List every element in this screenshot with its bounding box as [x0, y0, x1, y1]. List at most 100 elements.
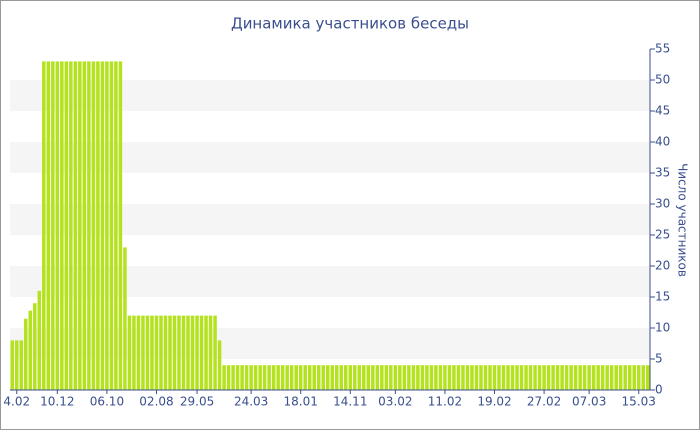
bar: [19, 340, 24, 390]
bar: [235, 365, 240, 390]
bar: [641, 365, 645, 390]
bar: [438, 365, 443, 390]
bar: [51, 61, 55, 391]
bar: [632, 365, 636, 390]
bar: [551, 365, 555, 390]
bar: [159, 315, 163, 390]
bar: [253, 365, 258, 390]
x-tick-label: 14.11: [333, 395, 367, 409]
bar: [479, 365, 483, 390]
bar: [204, 315, 208, 390]
bar: [578, 365, 582, 390]
bar: [208, 315, 213, 390]
bar: [42, 61, 46, 391]
y-tick-label: 40: [655, 135, 670, 149]
y-tick-label: 10: [655, 321, 670, 335]
bar: [168, 315, 172, 390]
bar: [141, 315, 145, 390]
bar: [91, 61, 96, 391]
bar: [582, 365, 587, 390]
bar: [371, 365, 375, 390]
bar: [573, 365, 578, 390]
y-tick-label: 30: [655, 197, 670, 211]
x-tick-label: 03.02: [378, 395, 412, 409]
bar: [524, 365, 528, 390]
bar: [546, 365, 551, 390]
bar: [217, 340, 222, 390]
x-tick-label: 19.02: [477, 395, 511, 409]
bar: [533, 365, 537, 390]
bar: [636, 365, 641, 390]
bar: [145, 315, 150, 390]
bar: [78, 61, 82, 391]
bar: [10, 340, 15, 390]
bar: [587, 365, 591, 390]
bar: [596, 365, 600, 390]
bar: [407, 365, 411, 390]
bar: [271, 365, 276, 390]
y-axis-label: Число участников: [676, 163, 690, 277]
y-tick-label: 35: [655, 166, 670, 180]
y-tick-label: 20: [655, 259, 670, 273]
bar: [443, 365, 447, 390]
bar: [537, 365, 542, 390]
bar: [447, 365, 452, 390]
bar: [560, 365, 564, 390]
bar: [384, 365, 389, 390]
bar: [609, 365, 614, 390]
y-tick-label: 50: [655, 73, 670, 87]
bar: [416, 365, 420, 390]
bar: [614, 365, 618, 390]
bar: [298, 365, 303, 390]
bar: [645, 365, 650, 390]
bar: [303, 365, 307, 390]
y-tick-label: 0: [655, 383, 663, 397]
bar: [389, 365, 393, 390]
bar: [100, 61, 105, 391]
bar: [506, 365, 510, 390]
bar: [605, 365, 609, 390]
bar: [497, 365, 501, 390]
bar: [429, 365, 434, 390]
bar: [321, 365, 325, 390]
bar: [312, 365, 316, 390]
bar: [276, 365, 280, 390]
bar: [366, 365, 371, 390]
bar: [190, 315, 195, 390]
bar: [339, 365, 344, 390]
bar: [618, 365, 623, 390]
bar: [380, 365, 384, 390]
bar: [375, 365, 380, 390]
bar: [172, 315, 177, 390]
bar: [82, 61, 87, 391]
bar: [109, 61, 114, 391]
bar: [564, 365, 569, 390]
bar: [195, 315, 199, 390]
bar: [289, 365, 294, 390]
bar: [46, 61, 51, 391]
x-tick-label: 11.02: [428, 395, 462, 409]
bar: [186, 315, 190, 390]
y-tick-label: 55: [655, 42, 670, 56]
y-tick-label: 5: [655, 352, 663, 366]
bar: [519, 365, 524, 390]
bar: [181, 315, 186, 390]
bar: [470, 365, 474, 390]
bar: [483, 365, 488, 390]
bar: [510, 365, 515, 390]
bar: [87, 61, 91, 391]
bar: [627, 365, 632, 390]
bar: [28, 310, 33, 390]
x-tick-label: 10.12: [40, 395, 74, 409]
bar: [73, 61, 78, 391]
x-tick-label: 15.03: [622, 395, 656, 409]
bar: [452, 365, 456, 390]
bar: [353, 365, 357, 390]
bar: [294, 365, 298, 390]
y-tick-label: 45: [655, 104, 670, 118]
bar: [335, 365, 339, 390]
x-tick-label: 24.03: [234, 395, 268, 409]
bar: [316, 365, 321, 390]
bar: [362, 365, 366, 390]
bar: [425, 365, 429, 390]
